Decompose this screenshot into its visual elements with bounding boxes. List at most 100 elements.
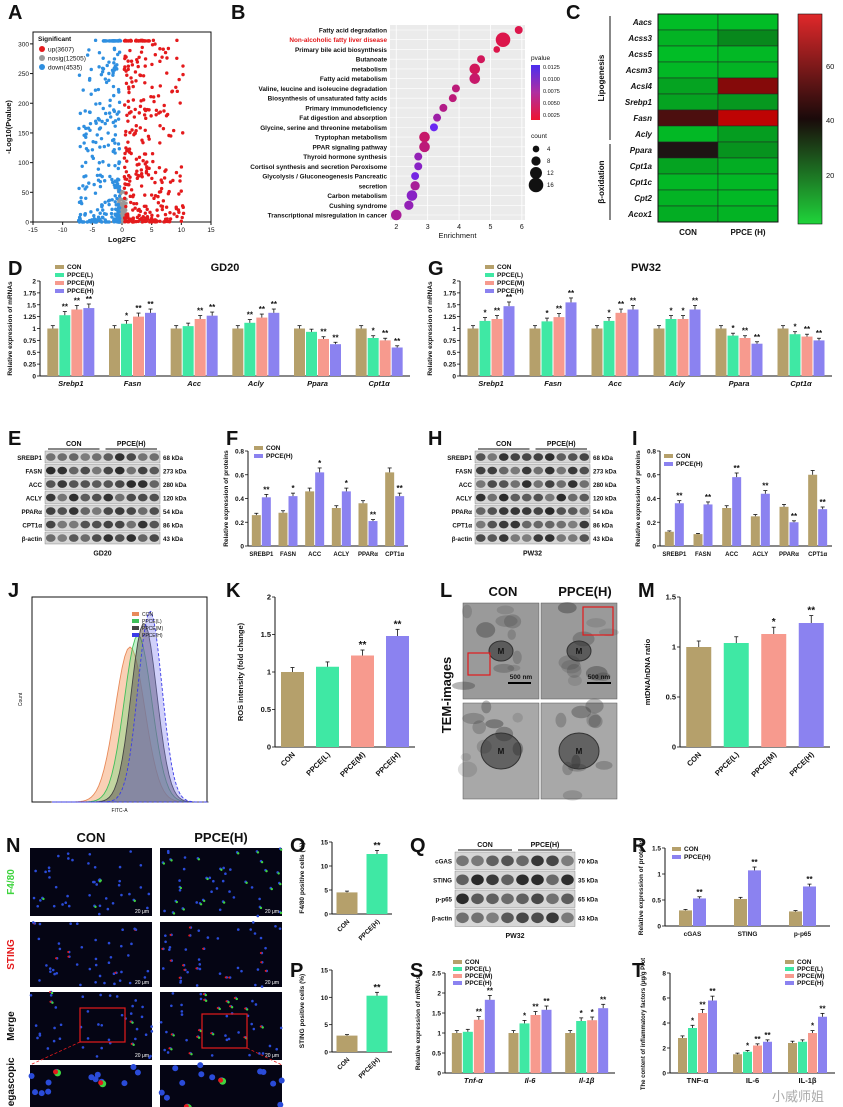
legend-label: PPCE(L)	[465, 966, 491, 973]
blot-group-label-ppce: PPCE(H)	[117, 441, 146, 448]
blot-band	[556, 520, 567, 529]
nucleus-dot	[36, 1036, 39, 1040]
point-up	[138, 126, 142, 130]
point-down	[110, 138, 115, 143]
panel-label-j: J	[8, 580, 20, 602]
significance-mark: **	[709, 987, 716, 996]
f480-signal	[204, 999, 208, 1003]
category-label: Acc	[607, 379, 623, 388]
bar	[715, 328, 727, 376]
point-up	[145, 166, 149, 171]
point-down	[111, 84, 116, 89]
if-label-ppce: PPCE(H)	[194, 830, 247, 845]
point-down	[77, 73, 82, 77]
nucleus-dot	[81, 1046, 85, 1049]
point-down	[96, 87, 101, 92]
sting-signal	[218, 1077, 224, 1083]
nucleus-dot	[139, 886, 143, 889]
point-up	[123, 216, 128, 221]
point-up	[128, 130, 132, 135]
point-up	[126, 105, 131, 110]
y-tick-label: 10	[321, 995, 329, 1002]
panel-label-t: T	[632, 960, 645, 982]
tem-texture	[512, 712, 523, 723]
legend-swatch	[55, 289, 64, 293]
nucleus-dot	[128, 892, 131, 896]
significance-mark: **	[476, 1008, 483, 1017]
point-down	[100, 70, 105, 74]
point-down	[117, 220, 121, 224]
mitochondrion-label: M	[576, 747, 583, 756]
heatmap-row-label: Fasn	[633, 114, 652, 123]
nucleus-dot	[95, 883, 99, 886]
enrichment-dot	[439, 103, 448, 112]
y-tick-label: 0.6	[647, 472, 656, 479]
nucleus-dot	[118, 979, 122, 982]
nucleus-dot	[180, 1013, 184, 1016]
bar	[331, 508, 341, 546]
point-up	[128, 179, 132, 183]
point-up	[150, 176, 154, 181]
sting-signal	[169, 933, 172, 936]
nucleus-dot	[38, 979, 41, 982]
point-down	[105, 118, 110, 123]
sting-signal	[188, 1052, 191, 1055]
f480-signal	[245, 881, 248, 885]
bar	[386, 636, 409, 747]
point-down	[98, 101, 102, 106]
nucleus-dot	[32, 896, 36, 900]
y-tick-label: 15	[321, 840, 329, 847]
y-tick-label: 0.5	[27, 350, 36, 357]
legend-label: CON	[142, 612, 154, 618]
nucleus-dot	[71, 858, 74, 862]
pathway-label: metabolism	[351, 66, 387, 73]
blot-band	[567, 480, 578, 488]
heatmap-frame	[657, 13, 779, 223]
legend-swatch	[672, 855, 681, 859]
nucleus-dot	[228, 890, 231, 893]
y-tick-label: 0.75	[443, 338, 456, 345]
point-down	[90, 148, 95, 152]
y-axis-label: Relative expression of mRNAs	[7, 281, 14, 376]
tem-texture	[562, 790, 583, 801]
category-label: Il-1β	[579, 1076, 595, 1085]
sting-signal	[114, 971, 117, 974]
blot-band	[149, 466, 160, 475]
point-up	[153, 52, 158, 57]
bar	[367, 338, 379, 376]
point-up	[170, 90, 174, 94]
category-label: Fasn	[544, 379, 562, 388]
bar	[665, 319, 677, 376]
blot-band	[498, 453, 509, 461]
panel-label-m: M	[638, 580, 655, 602]
group-label-beta-oxidation: β-oxidation	[597, 160, 606, 203]
point-up	[139, 172, 144, 176]
nucleus-dot	[172, 1065, 179, 1072]
blot-band	[567, 520, 578, 529]
blot-band	[80, 507, 91, 515]
point-up	[131, 193, 136, 197]
bar	[182, 326, 194, 376]
blot-protein-label: PPARα	[451, 509, 472, 516]
blot-protein-label: ACC	[459, 482, 473, 489]
blot-band	[91, 507, 102, 515]
point-up	[149, 216, 154, 221]
sting-signal	[55, 957, 58, 960]
y-tick-label: 0.5	[652, 898, 661, 905]
y-tick-label: 0.2	[647, 520, 656, 527]
y-tick-label: 1.75	[23, 290, 36, 297]
blot-band	[567, 466, 578, 475]
significance-mark: **	[397, 484, 404, 493]
pathway-label: Fat digestion and absorption	[299, 115, 387, 122]
nucleus-dot	[164, 940, 167, 944]
point-up	[143, 211, 147, 215]
point-up	[123, 133, 128, 137]
bar	[727, 335, 739, 376]
significance-mark: *	[545, 309, 549, 318]
point-down	[117, 50, 122, 54]
point-up	[123, 219, 127, 224]
blot-band	[544, 480, 555, 488]
f480-signal	[212, 1033, 215, 1036]
nucleus-dot	[179, 1079, 186, 1086]
point-up	[127, 183, 131, 187]
